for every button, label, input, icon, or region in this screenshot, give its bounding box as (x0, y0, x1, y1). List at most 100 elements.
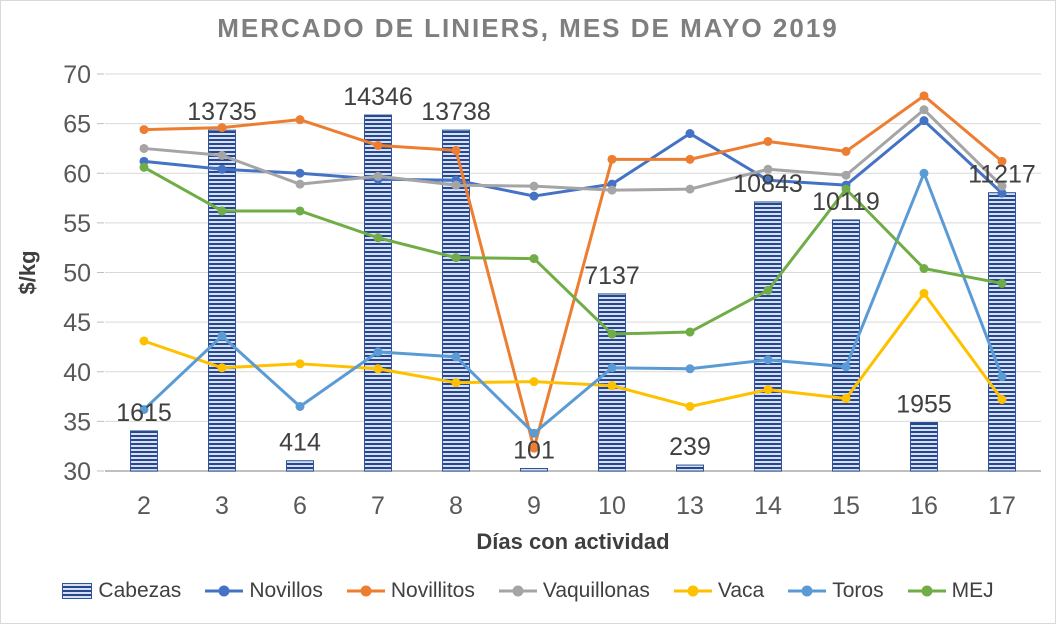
legend-label-cabezas: Cabezas (98, 579, 182, 602)
x-tick-label-2: 2 (137, 492, 151, 520)
point-vaca-day-14 (763, 385, 773, 395)
y-tick-label-60: 60 (63, 160, 91, 188)
bar-day-16 (910, 421, 938, 472)
legend-label-novillitos: Novillitos (390, 579, 475, 602)
point-vaca-day-13 (685, 401, 695, 411)
point-mej-day-15 (841, 184, 851, 194)
legend-item-novillos: Novillos (205, 579, 323, 603)
bar-label-day-6: 414 (279, 429, 321, 457)
point-novillitos-day-9 (529, 443, 539, 453)
point-novillitos-day-3 (217, 123, 227, 133)
bar-label-day-7: 14346 (343, 83, 413, 111)
x-tick-label-17: 17 (988, 492, 1016, 520)
bar-label-day-2: 1615 (116, 399, 172, 427)
x-tick-label-13: 13 (676, 492, 704, 520)
point-toros-day-2 (139, 404, 149, 414)
line-novillitos (142, 94, 1004, 450)
legend-label-toros: Toros (832, 579, 884, 602)
point-vaquillonas-day-6 (295, 179, 305, 189)
point-toros-day-10 (607, 363, 617, 373)
point-novillos-day-14 (763, 175, 773, 185)
legend-line-marker-icon (205, 585, 244, 597)
legend: Cabezas Novillos Novillitos Vaquillonas Vaca… (1, 579, 1055, 603)
point-toros-day-17 (997, 372, 1007, 382)
point-mej-day-14 (763, 285, 773, 295)
bar-day-13 (676, 464, 704, 472)
bar-label-day-10: 7137 (584, 262, 640, 290)
legend-line-marker-icon (907, 585, 946, 597)
x-tick-label-14: 14 (754, 492, 782, 520)
legend-item-vaquillonas: Vaquillonas (498, 579, 650, 603)
legend-item-vaca: Vaca (673, 579, 765, 603)
point-vaca-day-10 (607, 381, 617, 391)
line-novillos (142, 119, 1004, 198)
point-novillitos-day-8 (451, 145, 461, 155)
x-tick-label-8: 8 (449, 492, 463, 520)
point-mej-day-13 (685, 327, 695, 337)
bar-label-day-16: 1955 (896, 390, 952, 418)
point-vaquillonas-day-2 (139, 143, 149, 153)
bar-day-3 (208, 129, 236, 472)
plot-area: 3035404550556065701615137354141434613738… (15, 61, 1041, 554)
point-mej-day-17 (997, 278, 1007, 288)
legend-label-vaquillonas: Vaquillonas (542, 579, 650, 602)
x-tick-label-6: 6 (293, 492, 307, 520)
y-tick-label-35: 35 (63, 408, 91, 436)
x-tick-label-16: 16 (910, 492, 938, 520)
point-novillitos-day-13 (685, 154, 695, 164)
point-vaquillonas-day-8 (451, 180, 461, 190)
point-vaquillonas-day-16 (919, 105, 929, 115)
bar-day-6 (286, 460, 314, 472)
x-tick-label-10: 10 (598, 492, 626, 520)
point-vaquillonas-day-10 (607, 185, 617, 195)
bar-label-day-17: 11217 (968, 161, 1036, 189)
point-toros-day-7 (373, 347, 383, 357)
point-vaca-day-15 (841, 394, 851, 404)
legend-label-mej: MEJ (951, 579, 994, 602)
point-novillos-day-9 (529, 191, 539, 201)
x-tick-label-9: 9 (527, 492, 541, 520)
point-toros-day-15 (841, 362, 851, 372)
point-toros-day-13 (685, 364, 695, 374)
legend-line-marker-icon (498, 585, 537, 597)
point-mej-day-9 (529, 254, 539, 264)
x-axis-labels: 2 3 6 7 8 9 10 13 14 15 16 17 (137, 492, 1016, 520)
line-vaquillonas (142, 108, 1004, 192)
bar-label-day-9: 101 (513, 436, 555, 464)
point-vaquillonas-day-7 (373, 171, 383, 181)
bar-label-day-15: 10119 (812, 188, 880, 216)
y-tick-label-65: 65 (63, 111, 91, 139)
y-tick-label-55: 55 (63, 210, 91, 238)
y-tick-label-30: 30 (63, 458, 91, 486)
line-toros (142, 171, 1004, 435)
point-novillitos-day-2 (139, 125, 149, 135)
point-toros-day-9 (529, 428, 539, 438)
line-mej (142, 165, 1004, 336)
line-series-vaquillonas (139, 105, 1007, 195)
point-toros-day-16 (919, 168, 929, 178)
point-mej-day-10 (607, 329, 617, 339)
y-tick-label-45: 45 (63, 309, 91, 337)
point-vaquillonas-day-14 (763, 164, 773, 174)
x-axis-title: Días con actividad (476, 529, 669, 554)
point-novillos-day-13 (685, 129, 695, 139)
point-novillos-day-6 (295, 168, 305, 178)
legend-line-marker-icon (346, 585, 385, 597)
line-series-mej (139, 162, 1007, 339)
point-toros-day-3 (217, 331, 227, 341)
point-vaquillonas-day-15 (841, 170, 851, 180)
point-novillitos-day-16 (919, 91, 929, 101)
legend-label-vaca: Vaca (717, 579, 765, 602)
line-vaca (142, 291, 1004, 408)
legend-line-marker-icon (673, 585, 712, 597)
point-vaquillonas-day-17 (997, 181, 1007, 191)
legend-line-marker-icon (788, 585, 827, 597)
point-mej-day-8 (451, 253, 461, 263)
point-vaca-day-16 (919, 288, 929, 298)
bar-day-9 (520, 467, 548, 472)
bar-series-cabezas (130, 114, 1016, 472)
x-tick-label-15: 15 (832, 492, 860, 520)
point-novillos-day-16 (919, 116, 929, 126)
point-vaca-day-8 (451, 378, 461, 388)
